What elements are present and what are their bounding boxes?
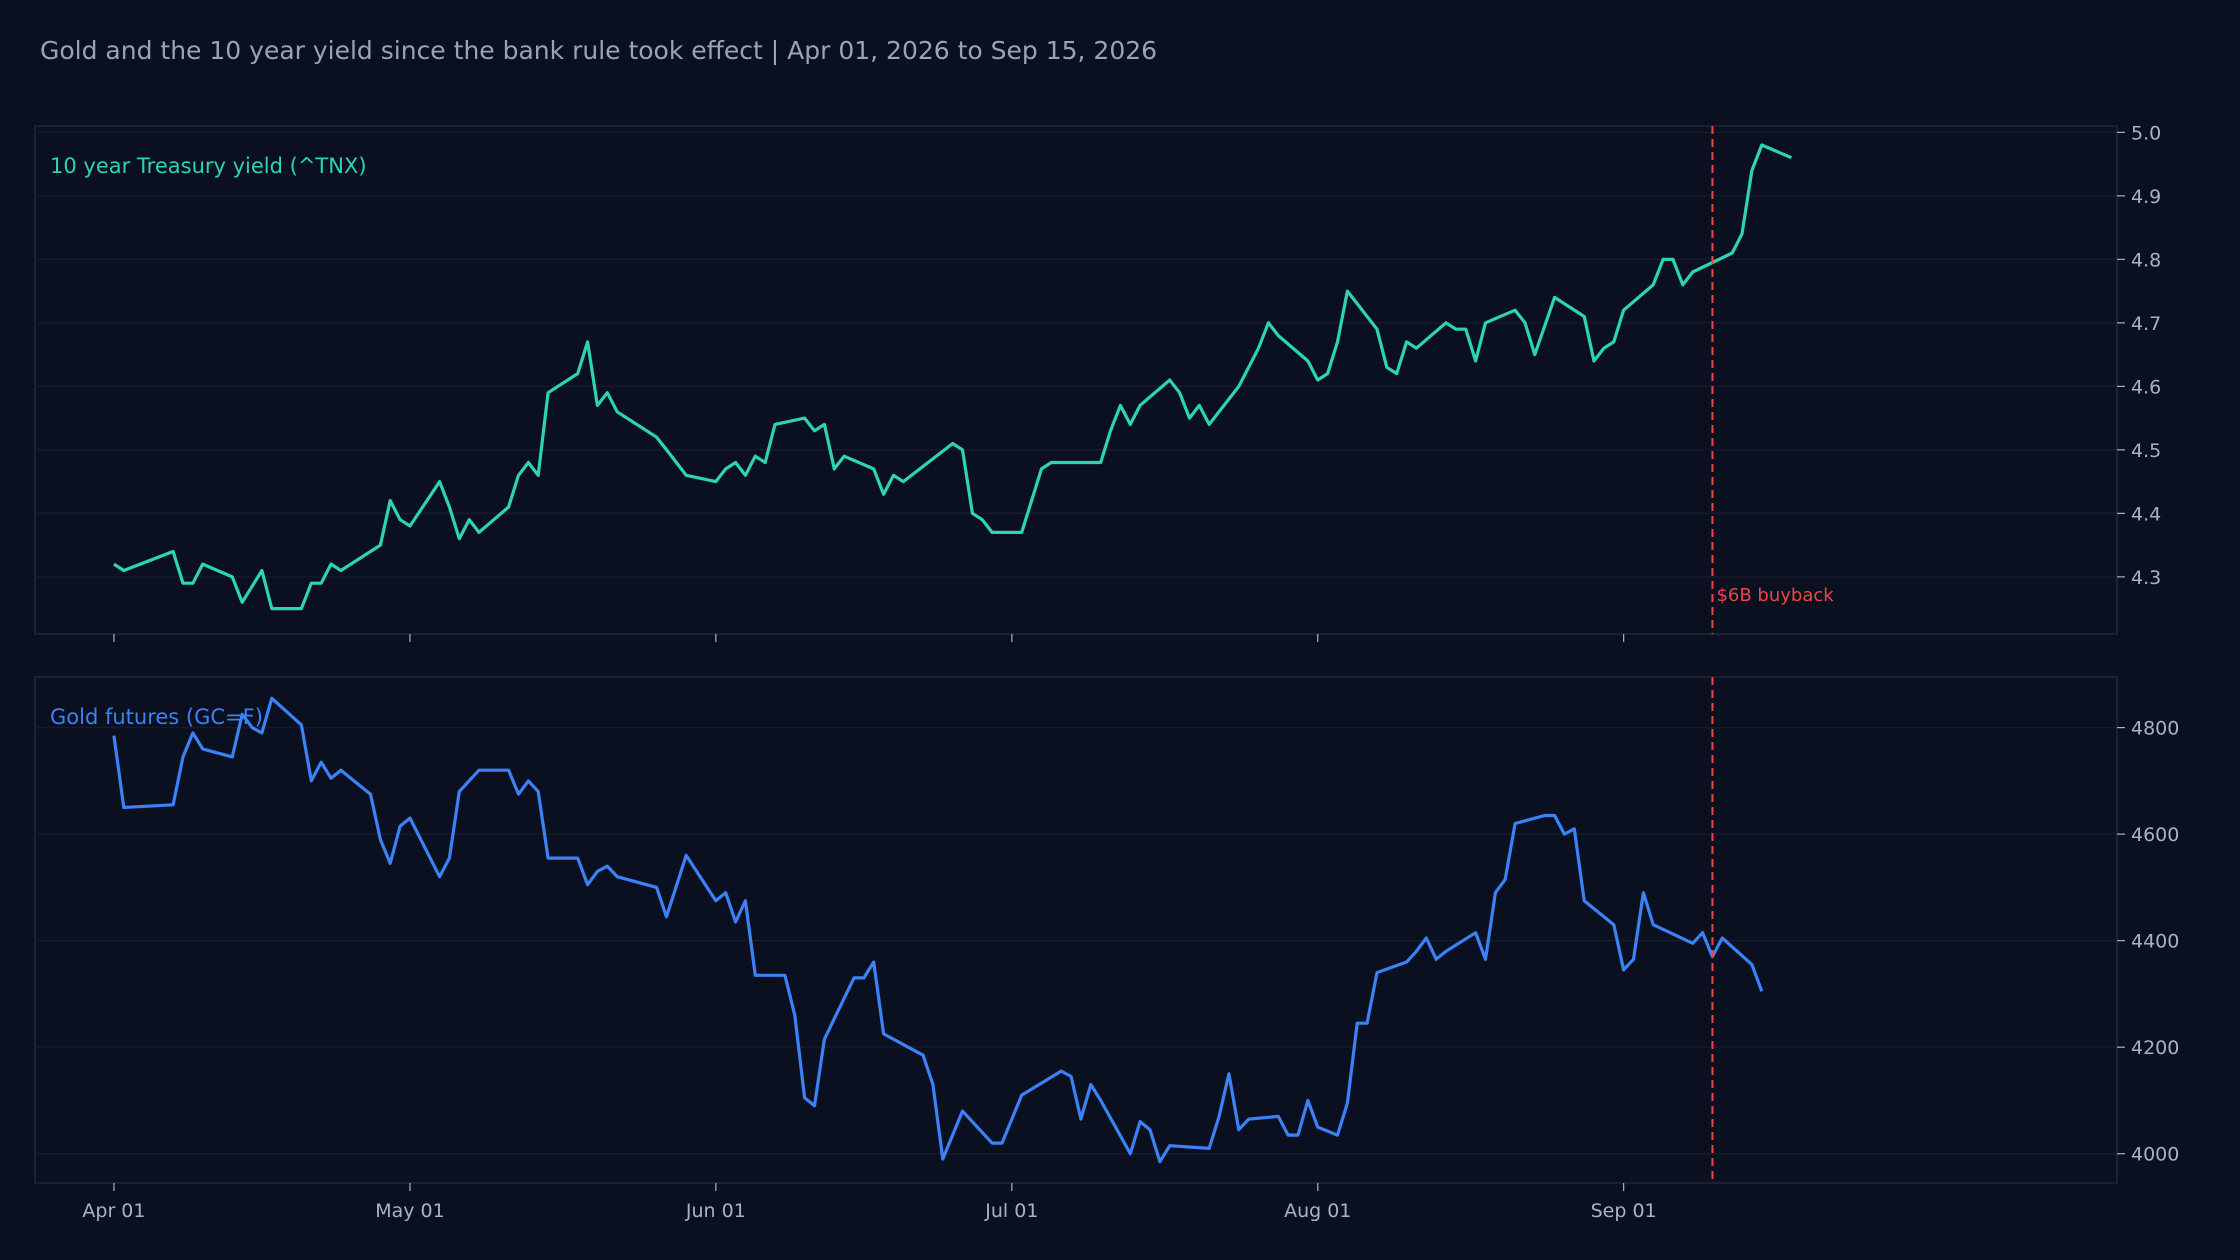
y-tick-label: 4000: [2131, 1144, 2179, 1166]
gold-series-line: [112, 696, 1764, 1164]
x-tick-label: Apr 01: [82, 1200, 145, 1222]
y-tick-label: 4.9: [2131, 186, 2161, 208]
x-tick-label: Aug 01: [1284, 1200, 1351, 1222]
plot-area: [34, 125, 2118, 635]
y-tick-label: 4.4: [2131, 503, 2161, 525]
y-tick-label: 4.3: [2131, 567, 2161, 589]
chart-title: Gold and the 10 year yield since the ban…: [40, 36, 1158, 65]
yield-panel: 4.3 4.4 4.5 4.6 4.7 4.8 4.9 5.0 10 year Treasury…: [34, 122, 2161, 642]
x-tick-label: Jul 01: [984, 1200, 1038, 1222]
y-tick-label: 4800: [2131, 718, 2179, 740]
gold-panel: 4000 4200 4400 4600 4800 Gold futures (GC=F): [34, 676, 2179, 1191]
x-axis: Apr 01 May 01 Jun 01 Jul 01 Aug 01 Sep 01: [82, 1200, 1656, 1222]
gold-series-label: Gold futures (GC=F): [50, 705, 263, 729]
y-tick-label: 4.6: [2131, 376, 2161, 398]
x-tick-label: Jun 01: [685, 1200, 746, 1222]
y-tick-label: 4200: [2131, 1037, 2179, 1059]
x-tick-label: Sep 01: [1591, 1200, 1657, 1222]
y-tick-label: 4.7: [2131, 313, 2161, 335]
event-label: $6B buyback: [1716, 585, 1834, 606]
y-tick-label: 5.0: [2131, 122, 2161, 144]
yield-series-line: [113, 143, 1793, 611]
y-tick-label: 4.5: [2131, 440, 2161, 462]
y-tick-label: 4400: [2131, 931, 2179, 953]
yield-series-label: 10 year Treasury yield (^TNX): [50, 154, 367, 178]
y-tick-label: 4.8: [2131, 249, 2161, 271]
plot-area: [34, 676, 2118, 1184]
y-tick-label: 4600: [2131, 824, 2179, 846]
x-tick-label: May 01: [375, 1200, 445, 1222]
